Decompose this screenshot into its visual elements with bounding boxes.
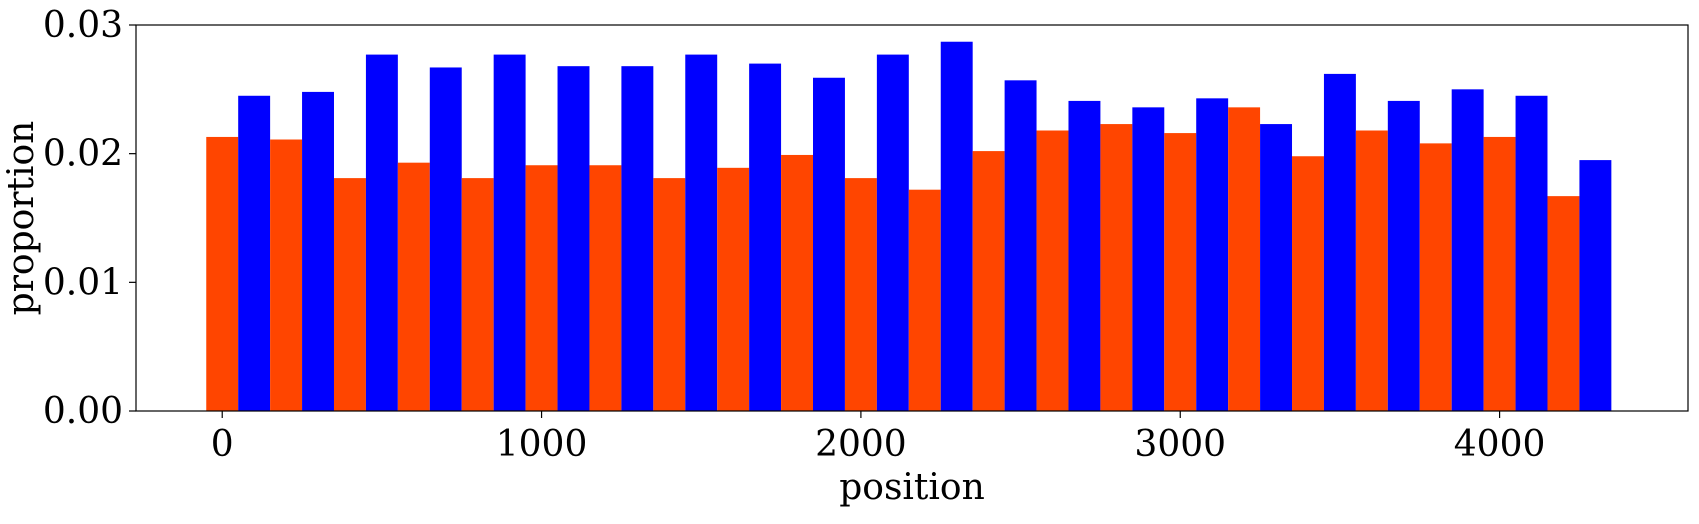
plot-frame (135, 24, 1689, 412)
bar-series-2-bin-9 (749, 63, 782, 411)
bar-series-1-bin-1 (206, 136, 239, 411)
bar-series-1-bin-9 (717, 167, 750, 411)
bar-series-1-bin-19 (1355, 130, 1388, 412)
bar-series-2-bin-8 (685, 54, 718, 412)
bar-series-2-bin-21 (1515, 95, 1548, 412)
bar-series-2-bin-11 (876, 54, 909, 412)
bar-series-1-bin-12 (908, 189, 941, 411)
bar-series-1-bin-11 (844, 178, 877, 411)
bar-series-2-bin-13 (1004, 80, 1037, 412)
bar-series-1-bin-17 (1228, 107, 1261, 411)
bar-series-1-bin-3 (333, 178, 366, 411)
bar-series-2-bin-14 (1068, 100, 1101, 411)
x-tick-label: 1000 (496, 424, 588, 465)
bar-series-1-bin-2 (270, 139, 303, 411)
bar-series-1-bin-7 (589, 165, 622, 411)
bar-series-1-bin-5 (461, 178, 494, 411)
bar-series-1-bin-13 (972, 151, 1005, 412)
bar-series-1-bin-21 (1483, 136, 1516, 411)
bar-series-2-bin-4 (429, 67, 462, 412)
x-ticks-group: 0 1000 2000 3000 4000 (211, 411, 1546, 465)
bar-series-2-bin-5 (493, 54, 526, 412)
bar-series-1-bin-15 (1100, 124, 1133, 411)
x-tick-label: 4000 (1454, 424, 1546, 465)
bar-series-1-bin-10 (781, 154, 814, 411)
x-axis-label: position (839, 467, 985, 508)
x-tick-label: 3000 (1134, 424, 1226, 465)
bar-series-2-bin-16 (1196, 98, 1229, 411)
bar-series-2-bin-1 (238, 95, 271, 412)
y-axis-label: proportion (1, 121, 42, 316)
bar-series-1-bin-20 (1419, 143, 1452, 411)
bar-series-1-bin-4 (397, 162, 430, 411)
x-tick-label: 2000 (815, 424, 907, 465)
bar-series-1-bin-22 (1547, 196, 1580, 411)
bar-series-2-bin-2 (302, 91, 334, 411)
bar-series-2-bin-7 (621, 66, 654, 411)
y-tick-label: 0.01 (43, 262, 123, 303)
y-tick-label: 0.00 (43, 391, 123, 432)
x-tick-label: 0 (211, 424, 234, 465)
bar-series-2-bin-3 (365, 54, 398, 412)
bar-series-2-bin-20 (1451, 89, 1484, 411)
bar-series-1-bin-6 (525, 165, 558, 411)
y-tick-label: 0.02 (43, 134, 123, 175)
bar-series-2-bin-19 (1387, 100, 1420, 411)
bar-series-1-bin-14 (1036, 130, 1069, 412)
bar-series-2-bin-15 (1132, 107, 1165, 411)
y-tick-label: 0.03 (43, 5, 123, 46)
bar-series-1-bin-16 (1164, 133, 1197, 411)
bar-series-2-bin-12 (940, 41, 973, 412)
y-ticks-group: 0.00 0.01 0.02 0.03 (43, 5, 136, 432)
bar-series-2-bin-17 (1260, 124, 1293, 411)
bar-series-1-bin-18 (1292, 156, 1324, 411)
bar-series-1-bin-8 (653, 178, 686, 411)
bar-series-2-bin-10 (813, 77, 845, 412)
bar-series-2-bin-18 (1323, 73, 1356, 411)
bars-group (206, 41, 1612, 412)
bar-series-2-bin-6 (557, 66, 590, 411)
bar-series-2-bin-22 (1579, 160, 1612, 411)
